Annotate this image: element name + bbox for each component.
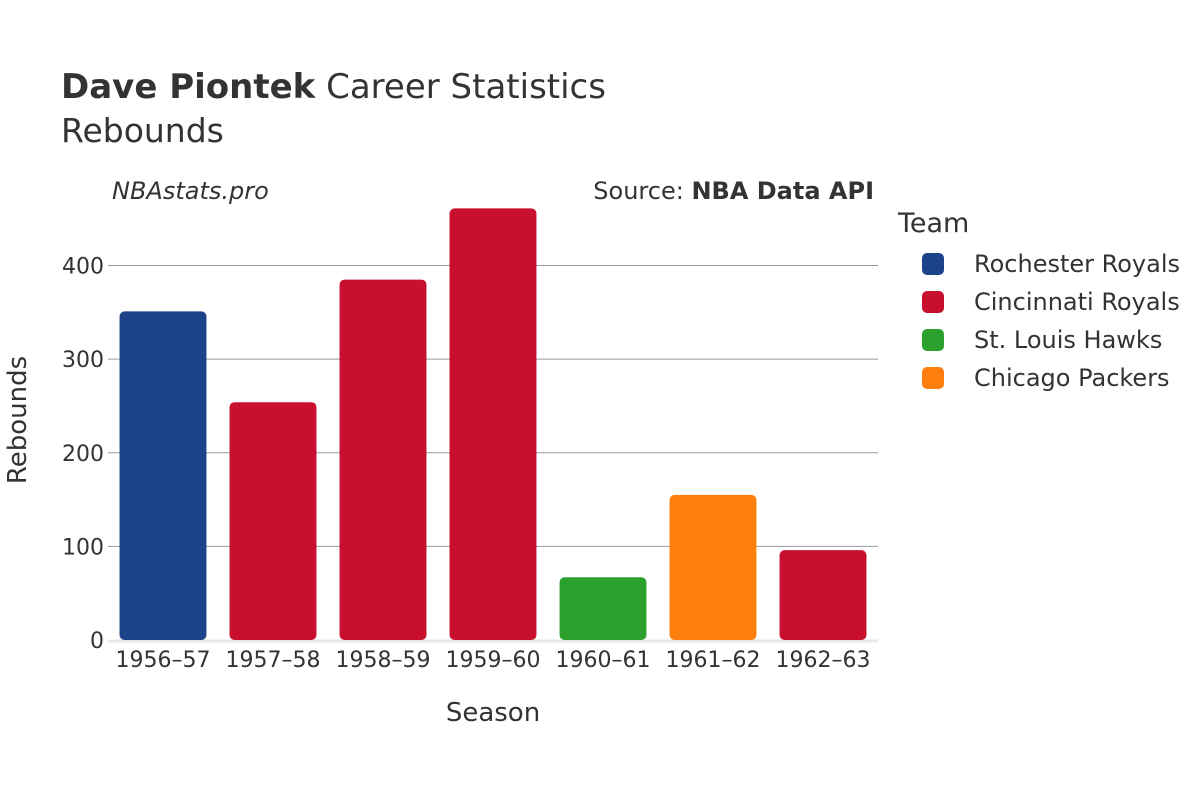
bar[interactable] <box>779 550 867 640</box>
source-prefix: Source: <box>593 177 692 205</box>
x-tick-label: 1957–58 <box>226 648 321 673</box>
x-tick-label: 1961–62 <box>666 648 761 673</box>
legend-item[interactable]: Rochester Royals <box>922 245 1180 283</box>
bar[interactable] <box>339 279 427 640</box>
x-tick-label: 1959–60 <box>446 648 541 673</box>
player-name: Dave Piontek <box>61 67 316 107</box>
legend: Team Rochester Royals Cincinnati Royals St… <box>898 208 1180 397</box>
y-tick-label: 100 <box>62 535 104 560</box>
y-tick-label: 0 <box>90 629 104 654</box>
x-axis-title: Season <box>446 698 540 728</box>
y-axis-title: Rebounds <box>3 356 33 484</box>
chart-title: Dave Piontek Career Statistics <box>61 66 606 108</box>
bar[interactable] <box>119 311 207 640</box>
bar[interactable] <box>449 208 537 640</box>
legend-item[interactable]: Cincinnati Royals <box>922 283 1180 321</box>
legend-label: Cincinnati Royals <box>974 288 1180 316</box>
legend-swatch <box>922 367 944 389</box>
x-tick-label: 1960–61 <box>556 648 651 673</box>
title-rest: Career Statistics <box>326 67 606 107</box>
y-tick-label: 300 <box>62 348 104 373</box>
x-tick-label: 1956–57 <box>116 648 211 673</box>
legend-swatch <box>922 291 944 313</box>
source-name: NBA Data API <box>691 177 874 205</box>
legend-item[interactable]: St. Louis Hawks <box>922 321 1180 359</box>
bar[interactable] <box>229 402 317 640</box>
legend-swatch <box>922 329 944 351</box>
bar[interactable] <box>559 577 647 640</box>
source-label: Source: NBA Data API <box>593 177 874 205</box>
brand-label: NBAstats.pro <box>112 177 269 205</box>
legend-swatch <box>922 253 944 275</box>
legend-label: Rochester Royals <box>974 250 1180 278</box>
x-tick-label: 1958–59 <box>336 648 431 673</box>
x-tick-label: 1962–63 <box>776 648 871 673</box>
legend-label: Chicago Packers <box>974 364 1170 392</box>
legend-label: St. Louis Hawks <box>974 326 1163 354</box>
chart-subtitle: Rebounds <box>61 111 224 150</box>
legend-item[interactable]: Chicago Packers <box>922 359 1180 397</box>
legend-title: Team <box>898 208 970 239</box>
y-tick-label: 400 <box>62 255 104 280</box>
bar[interactable] <box>669 494 757 640</box>
y-tick-label: 200 <box>62 442 104 467</box>
